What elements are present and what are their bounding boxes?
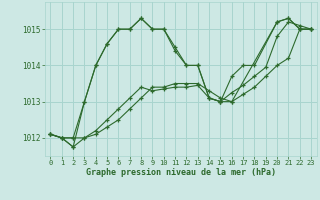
X-axis label: Graphe pression niveau de la mer (hPa): Graphe pression niveau de la mer (hPa) (86, 168, 276, 177)
